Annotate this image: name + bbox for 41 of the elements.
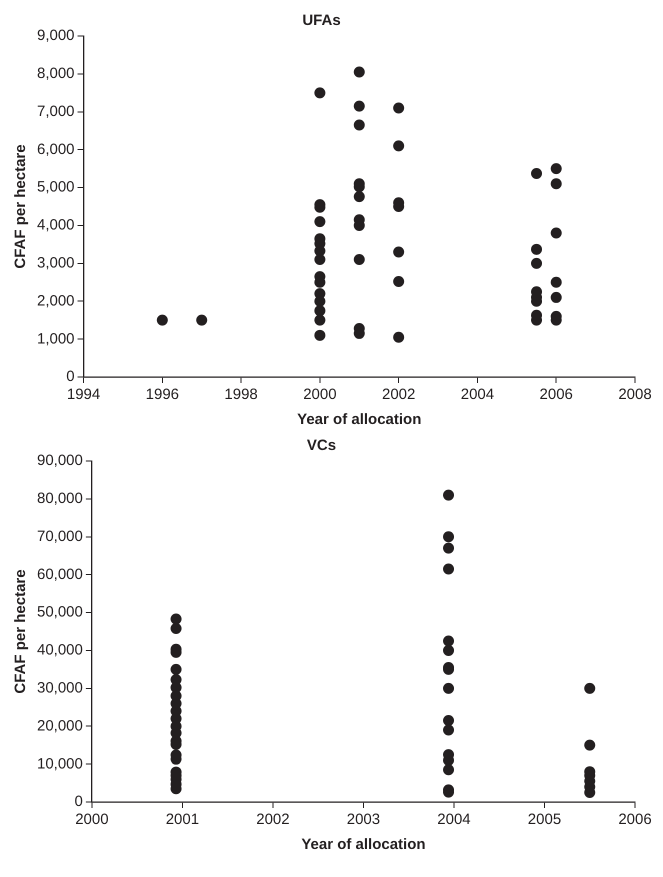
x-tick-label: 2002 (382, 386, 416, 404)
y-tick-label: 7,000 (36, 102, 75, 120)
y-axis-title: CFAF per hectare (12, 144, 30, 269)
y-tick-label: 70,000 (36, 528, 83, 545)
y-tick-label: 8,000 (36, 65, 75, 82)
y-tick-label: 40,000 (36, 642, 83, 659)
y-tick-label: 3,000 (36, 254, 75, 272)
y-tick-label: 90,000 (36, 452, 83, 470)
y-tick-label: 10,000 (36, 755, 83, 772)
y-tick-label: 4,000 (36, 216, 75, 234)
y-tick-label: 0 (74, 793, 83, 810)
x-tick-label: 1994 (66, 386, 100, 404)
y-axis-title: CFAF per hectare (12, 569, 30, 694)
x-tick-label: 2004 (460, 386, 494, 404)
y-tick-label: 80,000 (36, 490, 83, 508)
y-tick-label: 60,000 (36, 566, 83, 583)
y-tick-label: 50,000 (36, 604, 83, 621)
x-tick-label: 1996 (146, 386, 180, 404)
x-tick-label: 1998 (224, 386, 258, 404)
x-tick-label: 2006 (540, 386, 573, 404)
y-tick-label: 2,000 (36, 292, 75, 310)
x-tick-label: 2000 (303, 386, 337, 404)
y-tick-label: 30,000 (36, 679, 83, 696)
chart-title: UFAs (302, 12, 341, 30)
y-tick-label: 9,000 (36, 27, 75, 44)
x-tick-label: 2003 (346, 811, 380, 828)
y-tick-label: 20,000 (36, 717, 83, 734)
x-tick-label: 2001 (166, 811, 200, 828)
y-tick-label: 1,000 (36, 330, 75, 348)
x-tick-label: 2006 (618, 811, 652, 828)
y-tick-label: 0 (66, 368, 75, 386)
x-tick-label: 2000 (75, 811, 109, 828)
x-tick-label: 2002 (256, 811, 290, 828)
x-axis-title: Year of allocation (297, 411, 422, 428)
y-tick-label: 5,000 (36, 178, 75, 196)
x-tick-label: 2005 (528, 811, 562, 828)
x-tick-label: 2004 (437, 811, 471, 828)
x-axis-title: Year of allocation (301, 836, 426, 854)
y-tick-label: 6,000 (36, 140, 75, 158)
chart-title: VCs (306, 437, 336, 454)
x-tick-label: 2008 (618, 386, 652, 404)
